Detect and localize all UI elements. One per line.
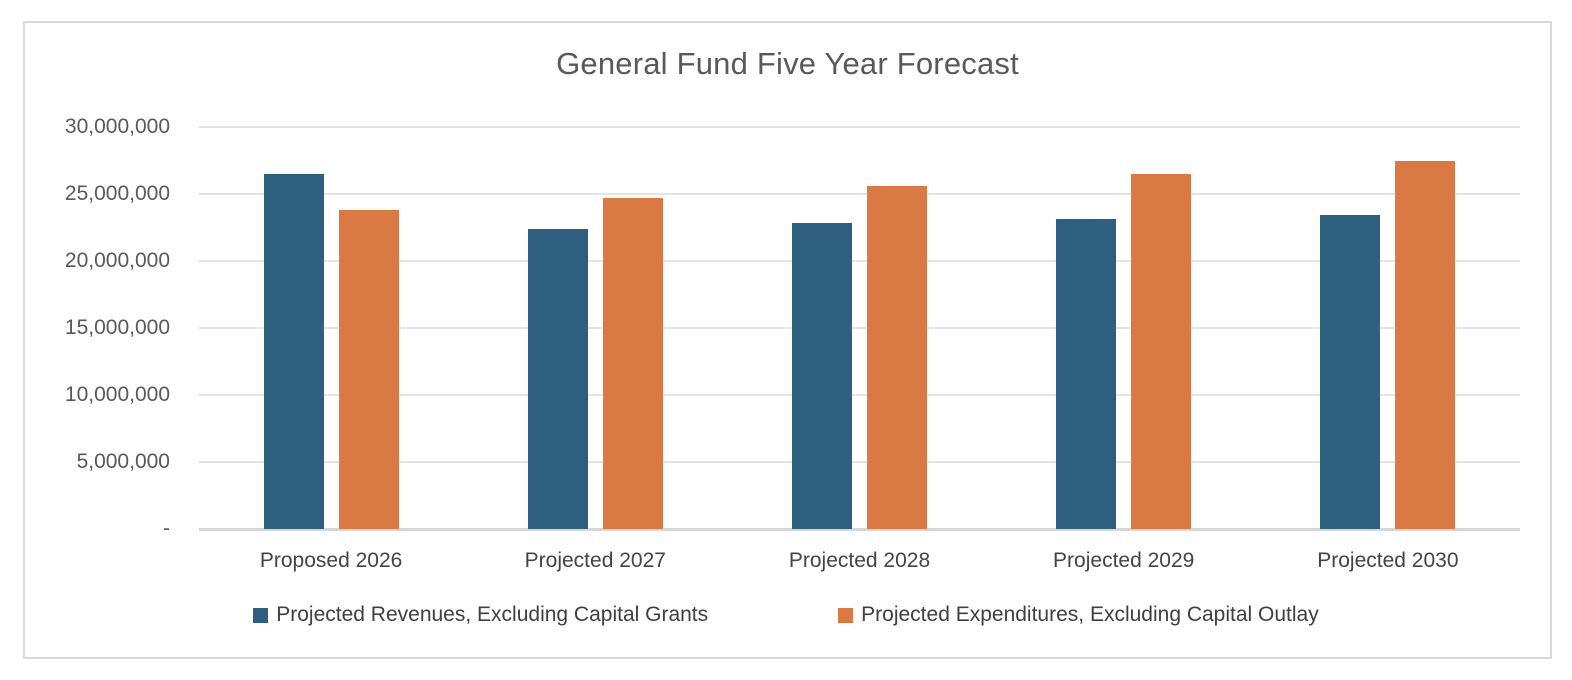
x-axis-category-label: Proposed 2026 bbox=[259, 549, 403, 572]
x-axis-category-label: Projected 2029 bbox=[1053, 549, 1195, 572]
legend: Projected Revenues, Excluding Capital Gr… bbox=[0, 603, 1572, 627]
y-axis-tick-label: - bbox=[163, 517, 170, 540]
y-axis-tick-label: 25,000,000 bbox=[64, 182, 170, 205]
bar-series1-cat1 bbox=[263, 173, 324, 529]
legend-entry-series1: Projected Revenues, Excluding Capital Gr… bbox=[253, 603, 708, 627]
bar-series2-cat1 bbox=[338, 210, 399, 529]
x-axis-category-label: Projected 2027 bbox=[524, 549, 666, 572]
y-axis-tick-label: 20,000,000 bbox=[64, 249, 170, 272]
bar-series2-cat4 bbox=[1131, 173, 1192, 529]
bar-series2-cat2 bbox=[602, 198, 663, 529]
legend-label: Projected Revenues, Excluding Capital Gr… bbox=[276, 603, 709, 626]
y-axis-tick-label: 10,000,000 bbox=[64, 383, 170, 406]
bar-series1-cat4 bbox=[1056, 219, 1117, 529]
bar-series1-cat3 bbox=[792, 223, 852, 529]
bar-series1-cat5 bbox=[1320, 215, 1381, 529]
x-axis-category-label: Projected 2030 bbox=[1317, 549, 1459, 572]
bar-series1-cat2 bbox=[527, 228, 588, 529]
x-axis-category-label: Projected 2028 bbox=[788, 549, 931, 572]
legend-marker-icon bbox=[838, 607, 854, 623]
legend-entry-series2: Projected Expenditures, Excluding Capita… bbox=[838, 603, 1319, 627]
y-axis-tick-label: 30,000,000 bbox=[64, 115, 170, 138]
y-gridline bbox=[199, 461, 1520, 463]
y-gridline bbox=[199, 327, 1520, 329]
legend-label: Projected Expenditures, Excluding Capita… bbox=[861, 603, 1319, 626]
y-axis-tick-label: 15,000,000 bbox=[64, 316, 170, 339]
y-gridline bbox=[199, 126, 1520, 128]
y-gridline bbox=[199, 394, 1520, 396]
y-gridline bbox=[199, 193, 1520, 195]
bar-series2-cat5 bbox=[1395, 160, 1456, 529]
bar-series2-cat3 bbox=[867, 185, 927, 529]
x-axis-line bbox=[199, 527, 1520, 531]
legend-marker-icon bbox=[253, 607, 269, 623]
chart-title: General Fund Five Year Forecast bbox=[556, 46, 1019, 81]
y-axis-tick-label: 5,000,000 bbox=[76, 450, 170, 473]
y-gridline bbox=[199, 260, 1520, 262]
